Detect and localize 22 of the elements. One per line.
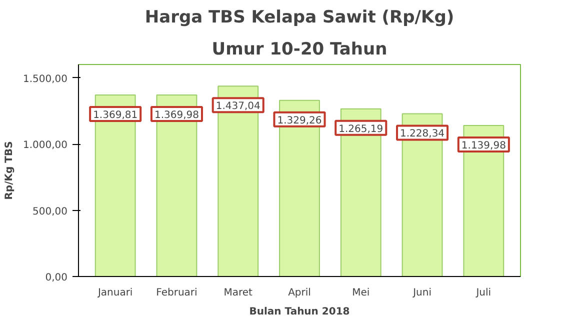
x-tick-label: Juni	[412, 288, 432, 298]
data-label: 1.369,98	[154, 110, 199, 121]
x-tick-label: Januari	[96, 288, 133, 298]
y-tick-label: 500,00	[32, 206, 68, 218]
x-tick-label: April	[288, 288, 311, 298]
chart-subtitle: Umur 10-20 Tahun	[212, 40, 388, 60]
data-label: 1.139,98	[461, 140, 506, 152]
x-tick-label: Maret	[224, 288, 253, 298]
y-tick-label: 0,00	[45, 272, 68, 284]
data-label: 1.437,04	[216, 101, 260, 112]
y-axis-title: Rp/Kg TBS	[4, 141, 15, 200]
data-label: 1.228,34	[400, 128, 445, 140]
y-tick-label: 1.000,00	[22, 140, 68, 151]
x-tick-label: Februari	[156, 288, 198, 298]
y-tick-label: 1.500,00	[22, 74, 68, 85]
data-label: 1.369,81	[93, 110, 138, 121]
x-axis-title: Bulan Tahun 2018	[249, 306, 350, 318]
chart-title: Harga TBS Kelapa Sawit (Rp/Kg)	[144, 8, 454, 28]
data-label: 1.329,26	[277, 115, 322, 126]
x-tick-label: Juli	[475, 288, 492, 298]
data-label: 1.265,19	[338, 124, 384, 135]
x-tick-label: Mei	[352, 288, 370, 298]
